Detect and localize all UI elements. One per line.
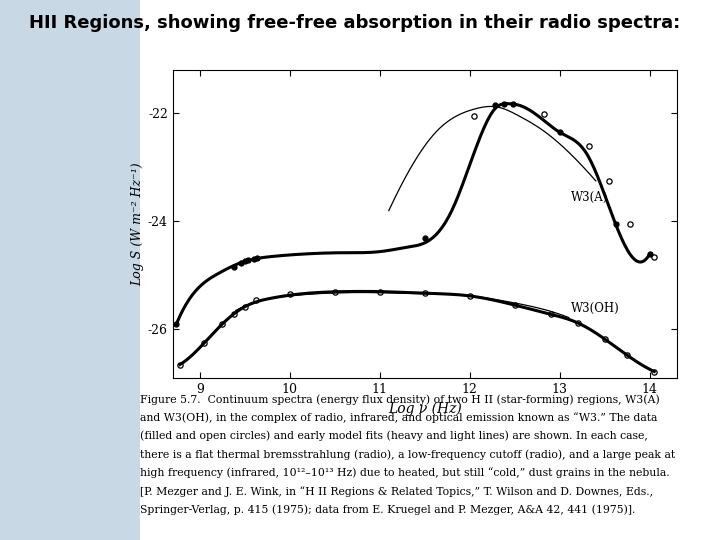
Text: HII Regions, showing free-free absorption in their radio spectra:: HII Regions, showing free-free absorptio… (29, 14, 680, 31)
Y-axis label: Log S (W m⁻² Hz⁻¹): Log S (W m⁻² Hz⁻¹) (131, 163, 144, 286)
Text: W3(A): W3(A) (570, 191, 608, 204)
Text: high frequency (infrared, 10¹²–10¹³ Hz) due to heated, but still “cold,” dust gr: high frequency (infrared, 10¹²–10¹³ Hz) … (140, 468, 670, 478)
Text: W3(OH): W3(OH) (570, 302, 619, 315)
Text: Springer-Verlag, p. 415 (1975); data from E. Kruegel and P. Mezger, A&A 42, 441 : Springer-Verlag, p. 415 (1975); data fro… (140, 504, 636, 515)
Text: and W3(OH), in the complex of radio, infrared, and optical emission known as “W3: and W3(OH), in the complex of radio, inf… (140, 413, 658, 423)
X-axis label: Log ν (Hz): Log ν (Hz) (388, 401, 462, 416)
Text: Figure 5.7.  Continuum spectra (energy flux density) of two H II (star-forming) : Figure 5.7. Continuum spectra (energy fl… (140, 394, 660, 405)
Text: there is a flat thermal bremsstrahlung (radio), a low-frequency cutoff (radio), : there is a flat thermal bremsstrahlung (… (140, 449, 675, 460)
Text: (filled and open circles) and early model fits (heavy and light lines) are shown: (filled and open circles) and early mode… (140, 431, 648, 442)
Text: [P. Mezger and J. E. Wink, in “H II Regions & Related Topics,” T. Wilson and D. : [P. Mezger and J. E. Wink, in “H II Regi… (140, 486, 654, 497)
